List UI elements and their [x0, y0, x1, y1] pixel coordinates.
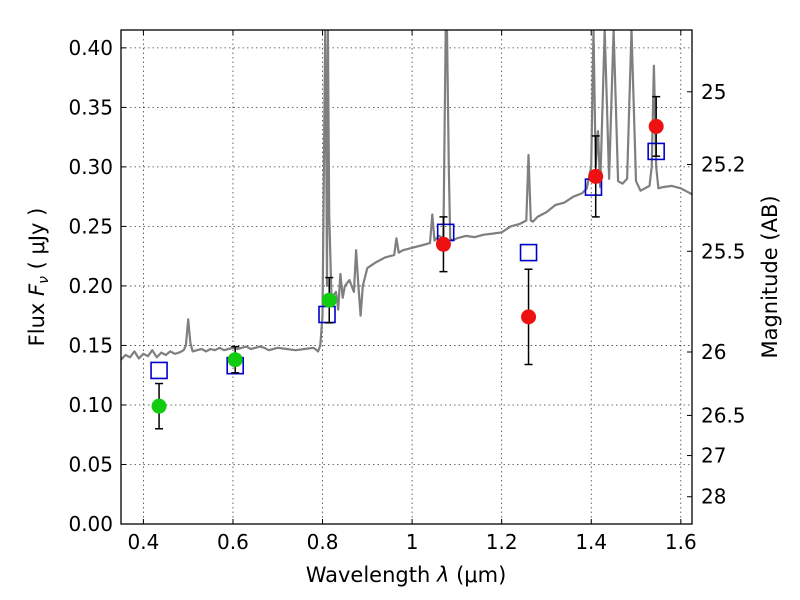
x-axis-label: Wavelength λ (μm) [306, 563, 507, 587]
model-photometry-square [519, 243, 538, 262]
magnitude-tick-label: 28 [701, 485, 726, 509]
y-tick-label: 0.25 [68, 214, 113, 238]
plot-frame [120, 29, 693, 525]
y-tick-label: 0.10 [68, 393, 113, 417]
x-axis-label-units: (μm) [449, 563, 506, 587]
y-tick-label: 0.35 [68, 95, 113, 119]
magnitude-tick-label: 27 [701, 444, 726, 468]
y-axis-label-symbol: F [25, 283, 49, 296]
y-tick-label: 0.30 [68, 155, 113, 179]
x-tick-label: 0.6 [217, 530, 249, 554]
x-axis-label-prefix: Wavelength [306, 563, 437, 587]
magnitude-axis-ticks: 25 25.2 25.5 26 26.5 27 28 [687, 80, 746, 509]
y-axis-label-sub: ν [36, 276, 52, 284]
model-photometry-square [150, 361, 168, 380]
y-axis-label-prefix: Flux [25, 296, 49, 346]
markers-layer [150, 95, 665, 430]
magnitude-tick-label: 26 [701, 340, 726, 364]
optical-photometry-point [227, 352, 243, 368]
x-tick-label: 1 [406, 530, 419, 554]
optical-photometry-point [321, 292, 337, 308]
magnitude-tick-label: 25.2 [701, 153, 746, 177]
x-tick-label: 1.2 [486, 530, 518, 554]
y-axis-ticks: 0.00 0.05 0.10 0.15 0.20 0.25 0.30 0.35 0.40 [68, 36, 126, 536]
magnitude-axis-label: Magnitude (AB) [758, 195, 782, 358]
x-tick-label: 0.4 [127, 530, 159, 554]
y-axis-label-units: ( μJy ) [25, 208, 49, 276]
spectrum-layer [121, 30, 692, 361]
magnitude-tick-label: 26.5 [701, 403, 746, 427]
y-tick-label: 0.40 [68, 36, 113, 60]
x-tick-label: 1.6 [665, 530, 697, 554]
near-ir-photometry-point [435, 236, 451, 252]
y-tick-label: 0.20 [68, 274, 113, 298]
spectrum-line [121, 30, 692, 361]
magnitude-tick-label: 25 [701, 80, 726, 104]
x-axis-label-symbol: λ [436, 563, 449, 587]
optical-photometry-point [151, 398, 167, 414]
near-ir-photometry-point [648, 118, 664, 134]
near-ir-photometry-point [588, 168, 604, 184]
x-tick-label: 1.4 [575, 530, 607, 554]
x-axis-ticks: 0.4 0.6 0.8 1 1.2 1.4 1.6 [127, 30, 697, 554]
y-tick-label: 0.15 [68, 333, 113, 357]
y-tick-label: 0.00 [68, 512, 113, 536]
y-tick-label: 0.05 [68, 452, 113, 476]
x-tick-label: 0.8 [307, 530, 339, 554]
magnitude-tick-label: 25.5 [701, 239, 746, 263]
y-axis-label: Flux Fν ( μJy ) [25, 208, 52, 347]
near-ir-photometry-point [521, 309, 537, 325]
